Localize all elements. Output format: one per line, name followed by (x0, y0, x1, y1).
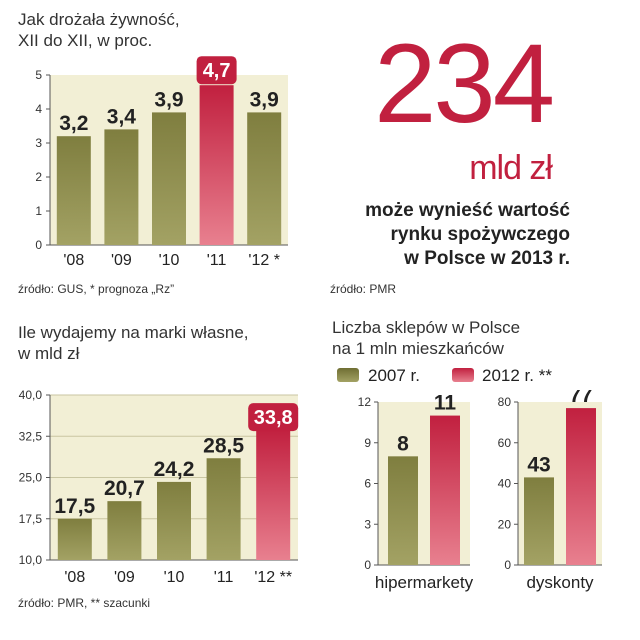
chart1-value-label: 3,9 (154, 88, 183, 111)
chart2-bar (206, 458, 241, 560)
chart1-title-line2: XII do XII, w proc. (18, 31, 153, 50)
chart2-value-label: 33,8 (254, 407, 293, 429)
chart1-value-label-badge (196, 56, 237, 85)
chart2-bar (256, 429, 291, 560)
chart3-ytick-label: 12 (358, 395, 372, 409)
chart2-bar (57, 518, 92, 560)
chart2-title-line2: w mld zł (18, 344, 80, 363)
chart3-ytick-label: 3 (364, 517, 371, 531)
legend-2012-swatch (452, 368, 474, 382)
chart2-value-label-badge (248, 403, 299, 432)
chart4-ytick-label: 0 (504, 558, 511, 572)
chart4-category-label: dyskonty (526, 573, 594, 592)
chart1-source: źródło: GUS, * prognoza „Rz” (18, 282, 175, 296)
chart1-bar (104, 129, 139, 245)
chart1-title-line1: Jak drożała żywność, (18, 10, 180, 29)
chart1-ytick-label: 5 (35, 68, 42, 82)
chart3-ytick-label: 0 (364, 558, 371, 572)
chart1-category-label: '11 (207, 252, 227, 269)
chart1-ytick-label: 0 (35, 238, 42, 252)
headline-unit: mld zł (469, 149, 553, 187)
chart2-ytick-label: 10,0 (19, 553, 43, 567)
chart1-bar (247, 112, 282, 246)
chart3-value-label: 11 (434, 392, 457, 415)
chart1-category-label: '12 * (248, 252, 280, 269)
chart1-category-label: '08 (63, 252, 84, 269)
chart2-source: źródło: PMR, ** szacunki (18, 596, 151, 610)
chart3-ytick-label: 6 (364, 477, 371, 491)
headline-source: źródło: PMR (330, 282, 397, 296)
chart3-bar (430, 415, 460, 565)
chart4-ytick-label: 80 (498, 395, 512, 409)
chart3-title-line2: na 1 mln mieszkańców (332, 339, 504, 358)
chart2-value-label: 17,5 (54, 495, 95, 518)
chart1-ytick-label: 2 (35, 170, 42, 184)
chart1-bar (199, 85, 234, 245)
chart1-category-label: '10 (159, 252, 180, 269)
chart2-category-label: '12 ** (254, 569, 292, 585)
chart2-ytick-label: 25,0 (19, 471, 43, 485)
chart2-bar (107, 501, 142, 560)
chart1-value-label: 4,7 (203, 60, 231, 82)
chart1-category-label: '09 (111, 252, 132, 269)
chart2-category-label: '08 (64, 569, 85, 585)
chart2-ytick-label: 32,5 (19, 429, 43, 443)
chart2-value-label: 20,7 (104, 477, 145, 500)
headline-desc-line2: rynku spożywczego (390, 224, 571, 245)
chart2-value-label: 28,5 (203, 434, 244, 457)
chart4-ytick-label: 20 (498, 517, 512, 531)
chart2-category-label: '11 (214, 569, 234, 585)
chart2-category-label: '09 (114, 569, 135, 585)
chart2-ytick-label: 17,5 (19, 512, 43, 526)
chart4-bar (524, 477, 554, 565)
discounters-bar-chart: 0 20 40 60 80 43 77 dyskonty (498, 390, 602, 592)
headline-number: 234 (374, 21, 555, 146)
hypermarkets-bar-chart: 0 3 6 9 12 8 11 hipermarkety (358, 392, 474, 592)
chart4-ytick-label: 60 (498, 436, 512, 450)
chart1-ytick-label: 4 (35, 102, 42, 116)
chart4-ytick-label: 40 (498, 477, 512, 491)
legend-2007-swatch (337, 368, 359, 382)
chart2-ytick-label: 40,0 (19, 388, 43, 402)
chart4-value-label: 43 (527, 453, 550, 476)
inflation-bar-chart: 0 1 2 3 4 5 3,2 '08 3,4 '09 3,9 '10 4,7 '11 3,9 '12 * (35, 56, 288, 269)
chart2-title-line1: Ile wydajemy na marki własne, (18, 323, 249, 342)
chart1-value-label: 3,9 (250, 88, 279, 111)
chart3-value-label: 8 (397, 432, 409, 455)
chart1-bar (56, 136, 91, 245)
headline-desc-line3: w Polsce w 2013 r. (404, 248, 570, 269)
chart2-category-label: '10 (164, 569, 185, 585)
chart3-category-label: hipermarkety (375, 573, 474, 592)
chart3-bar (388, 456, 418, 565)
chart1-ytick-label: 3 (35, 136, 42, 150)
chart3-ytick-label: 9 (364, 436, 371, 450)
headline-desc-line1: może wynieść wartość (365, 200, 570, 221)
chart3-title-line1: Liczba sklepów w Polsce (332, 318, 521, 337)
chart1-bar (152, 112, 186, 246)
chart1-ytick-label: 1 (35, 204, 42, 218)
chart2-value-label: 24,2 (154, 458, 195, 481)
private-label-bar-chart: 10,0 17,5 25,0 32,5 40,0 17,5 '08 20,7 '09 24,2 '1… (19, 388, 299, 585)
legend-2012-label: 2012 r. ** (482, 366, 552, 385)
chart4-value-label: 77 (569, 390, 592, 407)
chart1-value-label: 3,4 (107, 105, 137, 128)
chart1-value-label: 3,2 (59, 112, 88, 135)
chart4-bar (566, 408, 596, 565)
legend-2007-label: 2007 r. (368, 366, 420, 385)
chart2-bar (157, 481, 191, 560)
